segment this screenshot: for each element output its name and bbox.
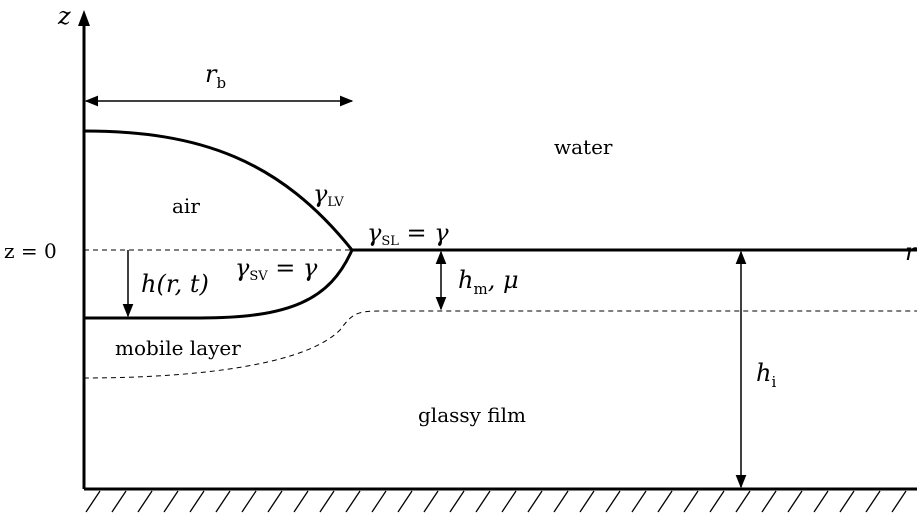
hatch-mark bbox=[683, 490, 699, 513]
bubble-cap-curve bbox=[83, 129, 354, 251]
h-rt-label: h(r, t) bbox=[141, 270, 209, 298]
bubble-lower-curve bbox=[84, 249, 354, 320]
hatch-mark bbox=[475, 490, 491, 513]
hatch-mark bbox=[345, 490, 361, 513]
glassy-film-label: glassy film bbox=[418, 403, 526, 427]
hatch-mark bbox=[293, 490, 309, 513]
air-region-label: air bbox=[172, 194, 200, 218]
gamma-sl-label: γSL = γ bbox=[367, 219, 449, 249]
hatch-mark bbox=[85, 490, 101, 513]
hatch-mark bbox=[579, 490, 595, 513]
hatch-mark bbox=[631, 490, 647, 513]
rb-label: rb bbox=[205, 60, 226, 92]
hatch-mark bbox=[189, 490, 205, 513]
hi-label: hi bbox=[756, 359, 776, 391]
hatch-mark bbox=[267, 490, 283, 513]
hatch-mark bbox=[839, 490, 855, 513]
hatch-mark bbox=[813, 490, 829, 513]
hatch-mark bbox=[137, 490, 153, 513]
hatch-mark bbox=[111, 490, 127, 513]
gamma-sv-label: γSV = γ bbox=[235, 254, 318, 284]
z-axis-label: z bbox=[57, 2, 71, 30]
hatch-mark bbox=[891, 490, 907, 513]
hatch-mark bbox=[553, 490, 569, 513]
hatch-mark bbox=[605, 490, 621, 513]
z-zero-label: z = 0 bbox=[4, 239, 57, 263]
water-region-label: water bbox=[554, 135, 613, 159]
hatch-mark bbox=[397, 490, 413, 513]
hatch-mark bbox=[423, 490, 439, 513]
hatch-mark bbox=[709, 490, 725, 513]
gamma-lv-label: γLV bbox=[313, 180, 344, 210]
hatch-mark bbox=[527, 490, 543, 513]
hm-mu-label: hm, μ bbox=[458, 266, 519, 298]
hatch-mark bbox=[163, 490, 179, 513]
hatch-mark bbox=[449, 490, 465, 513]
mobile-layer-boundary bbox=[83, 310, 917, 379]
mobile-layer-label: mobile layer bbox=[115, 336, 241, 360]
hatch-mark bbox=[215, 490, 231, 513]
hatch-mark bbox=[241, 490, 257, 513]
substrate-hatching bbox=[85, 490, 907, 513]
z-axis-arrowhead bbox=[78, 10, 90, 26]
hatch-mark bbox=[371, 490, 387, 513]
r-axis-label: r bbox=[905, 238, 917, 266]
hatch-mark bbox=[657, 490, 673, 513]
hatch-mark bbox=[865, 490, 881, 513]
hatch-mark bbox=[319, 490, 335, 513]
hatch-mark bbox=[735, 490, 751, 513]
hatch-mark bbox=[501, 490, 517, 513]
hatch-mark bbox=[761, 490, 777, 513]
hatch-mark bbox=[787, 490, 803, 513]
